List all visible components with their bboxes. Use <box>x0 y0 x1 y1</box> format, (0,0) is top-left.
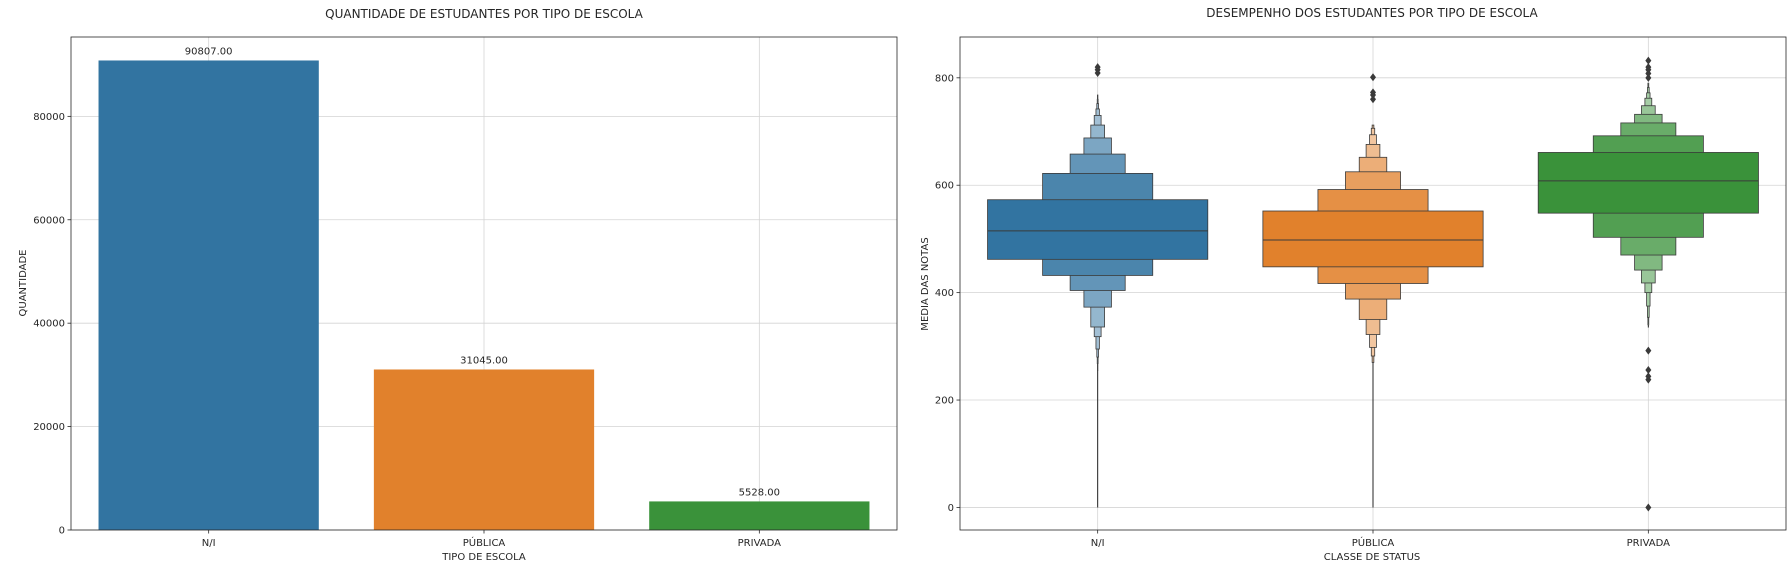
bar <box>373 369 595 530</box>
boxen-chart-ylabel: MEDIA DAS NOTAS <box>920 237 931 330</box>
bar-chart-xlabel: TIPO DE ESCOLA <box>441 552 526 563</box>
boxen-chart-xlabel: CLASSE DE STATUS <box>1324 552 1421 563</box>
x-tick-label: PÚBLICA <box>463 536 506 549</box>
outlier-point <box>1645 365 1652 374</box>
bar-data-label: 5528.00 <box>739 487 780 498</box>
y-tick-label: 40000 <box>33 319 65 330</box>
boxen-group <box>987 63 1209 508</box>
boxen-chart-title: DESEMPENHO DOS ESTUDANTES POR TIPO DE ES… <box>1206 6 1538 20</box>
bar <box>98 60 319 531</box>
x-tick-label: N/I <box>1091 538 1105 549</box>
y-tick-label: 600 <box>935 181 954 192</box>
boxen-group <box>1262 73 1484 508</box>
bar-chart: QUANTIDADE DE ESTUDANTES POR TIPO DE ESC… <box>18 7 898 563</box>
bar <box>649 501 870 530</box>
outlier-point <box>1645 63 1652 72</box>
outlier-point <box>1370 88 1376 97</box>
outlier-point <box>1370 73 1376 82</box>
x-tick-label: PÚBLICA <box>1352 536 1395 549</box>
y-tick-label: 20000 <box>33 422 65 433</box>
x-tick-label: PRIVADA <box>738 538 781 549</box>
bar-chart-ylabel: QUANTIDADE <box>18 250 29 317</box>
y-tick-label: 60000 <box>33 215 65 226</box>
y-tick-label: 0 <box>59 526 65 537</box>
y-tick-label: 0 <box>948 503 954 514</box>
x-tick-label: PRIVADA <box>1627 538 1670 549</box>
outlier-point <box>1645 56 1652 65</box>
bar-chart-title: QUANTIDADE DE ESTUDANTES POR TIPO DE ESC… <box>325 7 643 21</box>
outlier-point <box>1645 372 1652 381</box>
boxen-chart: DESEMPENHO DOS ESTUDANTES POR TIPO DE ES… <box>920 6 1787 563</box>
boxen-group <box>1537 56 1759 512</box>
outlier-point <box>1645 346 1652 355</box>
y-tick-label: 800 <box>935 73 954 84</box>
boxen-chart-boxes <box>987 56 1759 512</box>
y-tick-label: 80000 <box>33 112 65 123</box>
boxen-box <box>1262 210 1484 268</box>
bar-data-label: 90807.00 <box>185 46 233 57</box>
outlier-point <box>1094 63 1101 72</box>
y-tick-label: 400 <box>935 288 954 299</box>
x-tick-label: N/I <box>202 538 216 549</box>
y-tick-label: 200 <box>935 396 954 407</box>
bar-chart-ticks: 0 20000 40000 60000 80000 N/I PÚBLICA PRIVADA <box>33 112 781 549</box>
outlier-point <box>1370 95 1376 104</box>
bar-data-label: 31045.00 <box>460 355 508 366</box>
boxen-box <box>1537 152 1759 214</box>
outlier-point <box>1645 73 1652 82</box>
outlier-point <box>1645 503 1652 512</box>
boxen-box <box>987 199 1209 260</box>
bar-chart-bars: 90807.00 31045.00 5528.00 <box>98 46 870 531</box>
boxen-chart-ticks: 0 200 400 600 800 N/I PÚBLICA PRIVADA <box>935 73 1670 549</box>
